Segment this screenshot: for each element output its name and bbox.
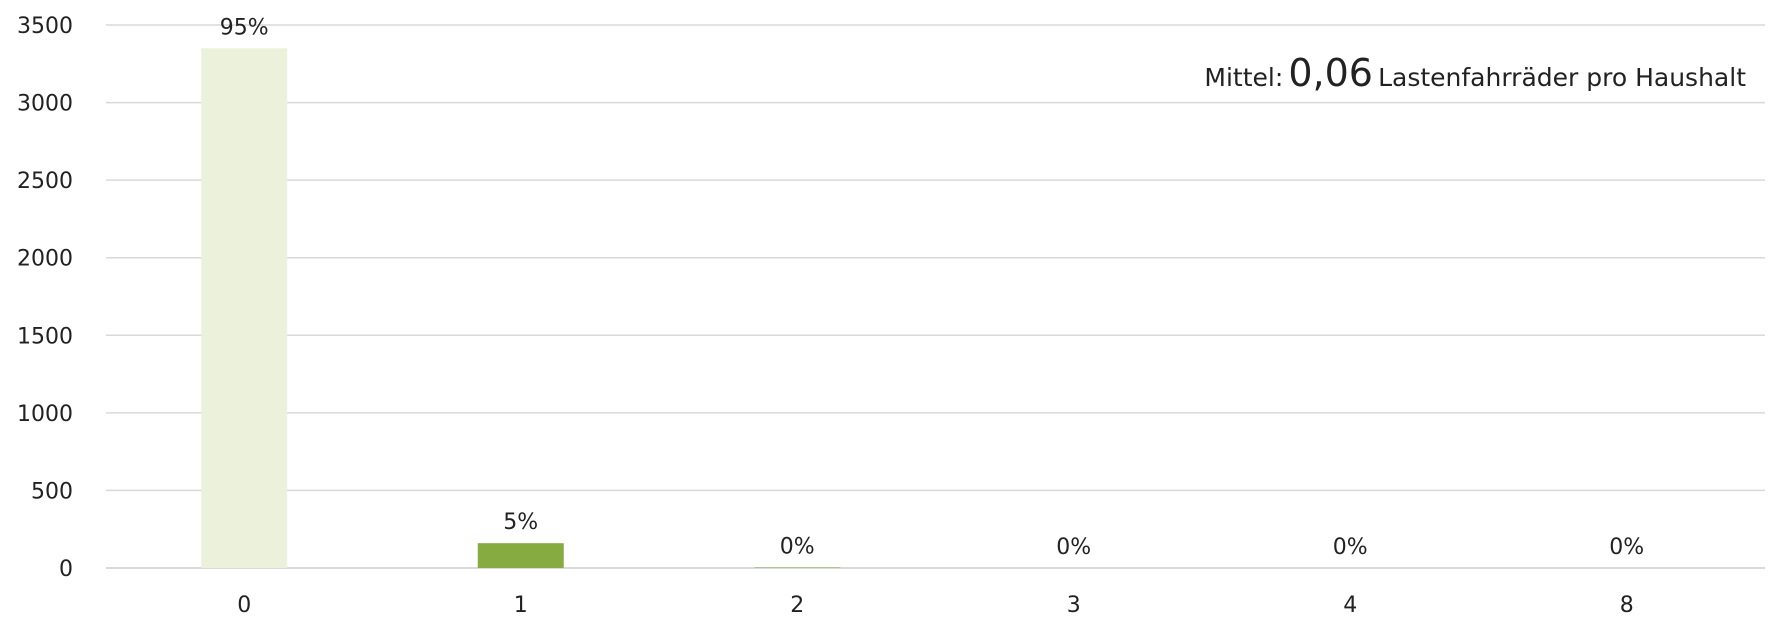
y-tick-label: 2000 [17, 247, 73, 272]
mean-annotation: Mittel: 0,06 Lastenfahrräder pro Haushal… [1204, 51, 1746, 95]
bar-0 [201, 48, 287, 568]
y-tick-label: 1000 [17, 402, 73, 427]
x-tick-label-8: 8 [1620, 593, 1634, 618]
data-label-0: 95% [220, 15, 269, 40]
x-tick-label-1: 1 [514, 593, 528, 618]
data-label-8: 0% [1609, 535, 1644, 560]
gridlines [106, 25, 1765, 568]
data-labels: 95% 5% 0% 0% 0% 0% [220, 15, 1644, 560]
y-tick-label: 0 [59, 557, 73, 582]
y-tick-label: 3500 [17, 14, 73, 39]
y-tick-label: 3000 [17, 92, 73, 117]
mean-annotation-suffix: Lastenfahrräder pro Haushalt [1378, 63, 1746, 92]
x-axis-ticks: 0 1 2 3 4 8 [237, 593, 1634, 618]
data-label-4: 0% [1333, 535, 1368, 560]
y-tick-label: 1500 [17, 324, 73, 349]
x-tick-label-2: 2 [790, 593, 804, 618]
x-tick-label-3: 3 [1067, 593, 1081, 618]
mean-annotation-prefix: Mittel: [1204, 63, 1283, 92]
y-tick-label: 2500 [17, 169, 73, 194]
data-label-2: 0% [780, 535, 815, 560]
x-tick-label-4: 4 [1343, 593, 1357, 618]
mean-annotation-value: 0,06 [1288, 51, 1373, 95]
y-axis-ticks: 0 500 1000 1500 2000 2500 3000 3500 [17, 14, 73, 582]
y-tick-label: 500 [31, 479, 73, 504]
x-tick-label-0: 0 [237, 593, 251, 618]
bar-1 [478, 543, 564, 568]
data-label-1: 5% [503, 510, 538, 535]
data-label-3: 0% [1056, 535, 1091, 560]
